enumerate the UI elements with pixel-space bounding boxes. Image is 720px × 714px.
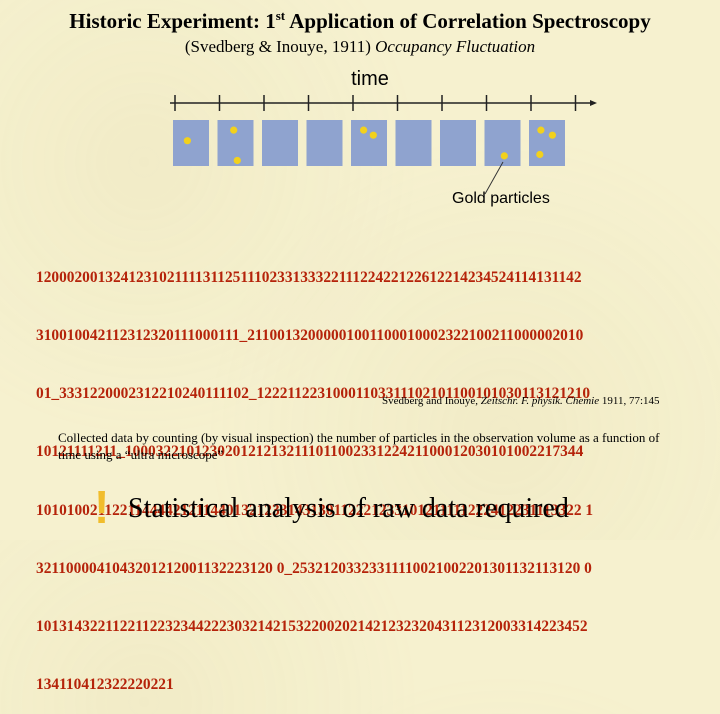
gold-particle xyxy=(536,150,544,159)
title-text: Historic Experiment: 1 xyxy=(69,9,276,33)
data-line: 1013143221122112232344222303214215322002… xyxy=(36,618,588,636)
citation-volume: 1911, 77:145 xyxy=(599,395,660,407)
title-superscript: st xyxy=(275,8,286,23)
data-line: 1010100211221144442121144013212331431301… xyxy=(36,501,594,519)
gold-particle xyxy=(233,156,241,165)
title-text-rest: Application of Correlation Spectroscopy xyxy=(285,9,651,33)
data-line: 1200020013241231021111311251110233133322… xyxy=(36,268,582,286)
data-line: 310010042112312320111000111_211001320000… xyxy=(36,327,584,345)
data-line: 10121111211_1000322101230201212132111011… xyxy=(36,443,584,461)
observation-frame xyxy=(484,120,521,166)
gold-particle xyxy=(537,126,545,134)
gold-particle xyxy=(548,131,557,139)
citation: Svedberg and Inouye, Zeitschr. F. physik… xyxy=(382,395,660,407)
subtitle-authors: (Svedberg & Inouye, 1911) xyxy=(184,37,376,56)
gold-particle xyxy=(183,137,191,145)
gold-particle xyxy=(230,126,238,134)
raw-count-data: 1200020013241231021111311251110233133322… xyxy=(36,229,696,714)
observation-frame xyxy=(529,120,565,166)
time-axis-label: time xyxy=(351,68,389,90)
citation-authors: Svedberg and Inouye, xyxy=(382,395,481,407)
observation-frame xyxy=(306,120,343,166)
observation-frame xyxy=(440,120,476,166)
slide-title: Historic Experiment: 1st Application of … xyxy=(0,8,720,34)
gold-particle xyxy=(360,126,368,134)
citation-journal: Zeitschr. F. physik. Chemie xyxy=(480,395,600,407)
gold-particle xyxy=(369,131,377,139)
observation-frame xyxy=(173,120,209,166)
method-note: Collected data by counting (by visual in… xyxy=(58,430,660,462)
occupancy-timeline-diagram xyxy=(170,95,597,195)
data-line: 134110412322220221 xyxy=(36,676,174,694)
conclusion-text: Statistical analysis of raw data require… xyxy=(128,493,569,524)
slide-subtitle: (Svedberg & Inouye, 1911) Occupancy Fluc… xyxy=(0,37,720,57)
data-line: 01_3331220002312210240111102_12221122310… xyxy=(36,385,591,403)
subtitle-topic: Occupancy Fluctuation xyxy=(375,37,536,56)
observation-frame xyxy=(395,120,432,166)
gold-particle xyxy=(500,152,508,160)
gold-particles-label: Gold particles xyxy=(452,190,550,207)
observation-frame xyxy=(351,120,387,166)
exclamation-icon: ! xyxy=(94,481,110,533)
time-axis-arrow xyxy=(590,100,597,106)
data-line: 3211000041043201212001132223120 0_253212… xyxy=(36,559,592,577)
gold-particle-pointer xyxy=(484,161,504,195)
observation-frame xyxy=(262,120,298,166)
